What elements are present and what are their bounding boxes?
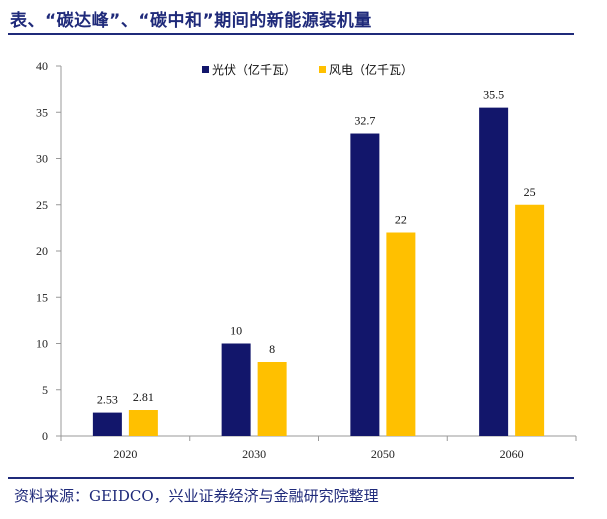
- x-tick-label: 2050: [371, 447, 395, 461]
- y-tick-label: 20: [36, 244, 48, 258]
- legend-swatch: [202, 66, 209, 73]
- bar-solar-2050: [350, 133, 380, 436]
- data-label: 10: [230, 324, 242, 338]
- data-label: 25: [524, 185, 536, 199]
- title-rule: [8, 33, 574, 35]
- y-tick-label: 15: [36, 290, 48, 304]
- bar-wind-2020: [128, 410, 158, 436]
- bars: [92, 107, 545, 436]
- data-label: 32.7: [354, 114, 375, 128]
- data-label: 35.5: [483, 88, 504, 102]
- bar-solar-2060: [479, 107, 509, 436]
- x-tick-label: 2020: [113, 447, 137, 461]
- legend-label: 风电（亿千瓦）: [329, 62, 413, 77]
- bar-wind-2030: [257, 362, 287, 436]
- data-labels: 2.53 2.81 10 8 32.7 22 35.5 25: [97, 88, 536, 407]
- data-label: 2.53: [97, 393, 118, 407]
- legend: 光伏（亿千瓦） 风电（亿千瓦）: [202, 62, 413, 77]
- data-label: 8: [269, 342, 275, 356]
- legend-label: 光伏（亿千瓦）: [212, 62, 296, 77]
- bar-solar-2030: [221, 343, 251, 436]
- bar-solar-2020: [92, 412, 122, 436]
- y-tick-label: 30: [36, 152, 48, 166]
- axes: 0 5 10 15 20 25 30 35 40 2020 2030 2050 2060: [36, 59, 577, 461]
- y-tick-label: 10: [36, 337, 48, 351]
- bar-wind-2050: [386, 232, 416, 436]
- x-tick-label: 2060: [500, 447, 524, 461]
- source-rule: [8, 477, 574, 479]
- y-tick-label: 5: [42, 383, 48, 397]
- chart-title: 表、“碳达峰”、“碳中和”期间的新能源装机量: [10, 11, 372, 31]
- y-tick-label: 40: [36, 59, 48, 73]
- legend-swatch: [319, 66, 326, 73]
- bar-wind-2060: [515, 204, 545, 436]
- data-label: 2.81: [133, 390, 154, 404]
- y-tick-label: 35: [36, 105, 48, 119]
- y-tick-label: 0: [42, 429, 48, 443]
- source-note: 资料来源：GEIDCO，兴业证券经济与金融研究院整理: [14, 487, 379, 505]
- y-tick-label: 25: [36, 198, 48, 212]
- x-tick-label: 2030: [242, 447, 266, 461]
- data-label: 22: [395, 213, 407, 227]
